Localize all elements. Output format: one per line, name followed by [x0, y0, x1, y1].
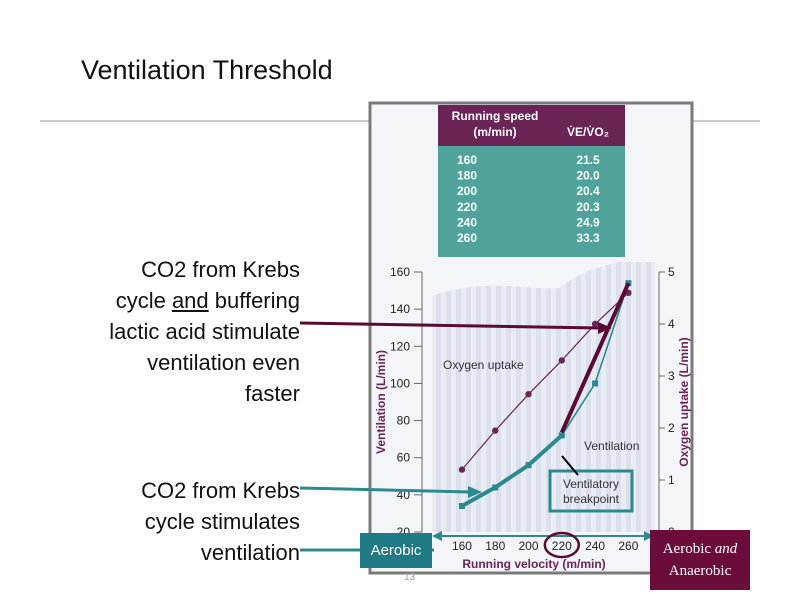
- ventilation-label: Ventilation: [584, 439, 639, 453]
- plot-band: [506, 262, 511, 532]
- plot-band: [646, 262, 651, 532]
- y-left-axis-title: Ventilation (L/min): [374, 350, 388, 454]
- y-left-tick-label: 160: [390, 265, 410, 279]
- slide-title: Ventilation Threshold: [81, 55, 333, 85]
- callout-line: ventilation: [200, 540, 300, 565]
- y-right-tick-label: 1: [668, 473, 675, 487]
- plot-band: [516, 262, 521, 532]
- oxygen-uptake-point: [525, 391, 532, 398]
- y-right-tick-label: 2: [668, 421, 675, 435]
- aerobic-label: Aerobic: [360, 533, 432, 568]
- oxygen-uptake-point: [458, 466, 466, 473]
- y-right-tick-label: 3: [668, 369, 675, 383]
- callout-arrowhead-buffering: [598, 322, 612, 334]
- callout-line: ventilation even: [147, 350, 300, 375]
- table-cell-speed: 220: [457, 200, 477, 214]
- callout-line: faster: [244, 381, 300, 406]
- table-header-speed: Running speed: [452, 109, 539, 123]
- table-cell-speed: 200: [457, 184, 477, 198]
- plot-band: [566, 262, 571, 532]
- callout-line: cycle and buffering: [115, 288, 300, 313]
- table-cell-speed: 160: [457, 153, 477, 167]
- table-header-ratio: V̇E/V̇O₂: [567, 124, 609, 139]
- plot-band: [586, 262, 591, 532]
- y-right-tick-label: 5: [668, 265, 675, 279]
- callout-line: cycle stimulates: [144, 509, 300, 534]
- x-tick-label: 220: [552, 539, 572, 553]
- plot-band: [606, 262, 611, 532]
- y-left-tick-label: 60: [397, 451, 411, 465]
- title-divider-right: [692, 120, 760, 122]
- aerobic-anaerobic-label: Aerobic and Anaerobic: [650, 530, 750, 590]
- table-header-speed-unit: (m/min): [473, 125, 516, 139]
- plot-band: [446, 262, 451, 532]
- x-axis-title: Running velocity (m/min): [462, 557, 605, 571]
- slide-number: 13: [404, 572, 416, 583]
- y-left-tick-label: 80: [397, 414, 411, 428]
- plot-band: [486, 262, 491, 532]
- oxygen-uptake-point: [558, 357, 566, 364]
- y-left-tick-label: 100: [390, 376, 410, 390]
- breakpoint-box: [548, 469, 634, 513]
- callout-line: CO2 from Krebs: [141, 257, 300, 282]
- plot-band: [436, 262, 441, 532]
- callout-line: lactic acid stimulate: [109, 319, 300, 344]
- plot-top-mask: [431, 255, 656, 296]
- table-cell-ratio: 20.4: [576, 184, 600, 198]
- breakpoint-label-line1: Ventilatory: [563, 477, 619, 491]
- title-divider-left: [40, 120, 370, 122]
- y-left-tick-label: 140: [390, 302, 410, 316]
- plot-band: [546, 262, 551, 532]
- callout-arrowhead-krebs: [468, 486, 482, 498]
- summary-table-header: [438, 105, 625, 146]
- plot-band: [456, 262, 461, 532]
- plot-band: [556, 262, 561, 532]
- table-cell-ratio: 24.9: [576, 215, 600, 229]
- x-tick-label: 240: [585, 539, 605, 553]
- series-line-oxygen-uptake: [461, 292, 629, 470]
- y-left-tick-label: 120: [390, 339, 410, 353]
- callout-line: CO2 from Krebs: [141, 478, 300, 503]
- plot-band: [616, 262, 621, 532]
- x-tick-label: 180: [485, 539, 505, 553]
- x-tick-label: 260: [618, 539, 638, 553]
- plot-band: [626, 262, 631, 532]
- threshold-velocity-circle: [543, 531, 581, 559]
- anaerobic-phase-highlight: [559, 282, 631, 434]
- oxygen-uptake-point: [492, 427, 499, 434]
- callout-arrow-krebs: [299, 486, 471, 494]
- callout-arrow-buffering: [299, 321, 601, 330]
- plot-band: [536, 262, 541, 532]
- oxygen-uptake-point: [591, 320, 599, 328]
- plot-band: [476, 262, 481, 532]
- table-cell-ratio: 20.0: [576, 169, 600, 183]
- y-right-axis-title: Oxygen uptake (L/min): [677, 337, 691, 466]
- table-cell-speed: 260: [457, 231, 477, 245]
- velocity-range-arrowhead-right: [644, 531, 654, 541]
- callout-krebs: CO2 from Krebs cycle stimulates ventilat…: [141, 475, 300, 568]
- x-tick-label: 160: [452, 539, 472, 553]
- velocity-range-arrowhead-left: [432, 531, 442, 541]
- breakpoint-label-line2: breakpoint: [563, 492, 620, 506]
- table-cell-speed: 180: [457, 169, 477, 183]
- table-cell-ratio: 21.5: [576, 153, 600, 167]
- plot-band: [636, 262, 641, 532]
- underlined-and: and: [171, 288, 209, 313]
- plot-band: [596, 262, 601, 532]
- ventilation-point: [592, 380, 599, 387]
- y-right-tick-label: 4: [668, 317, 675, 331]
- x-tick-label: 200: [519, 539, 539, 553]
- plot-band: [496, 262, 501, 532]
- table-cell-speed: 240: [457, 215, 477, 229]
- plot-band: [466, 262, 471, 532]
- breakpoint-pointer: [561, 455, 579, 476]
- oxygen-uptake-label: Oxygen uptake: [443, 358, 524, 372]
- table-cell-ratio: 20.3: [576, 200, 600, 214]
- callout-krebs-buffering: CO2 from Krebs cycle and buffering lacti…: [109, 254, 300, 409]
- aerobic-phase-highlight: [460, 433, 564, 508]
- table-cell-ratio: 33.3: [576, 231, 600, 245]
